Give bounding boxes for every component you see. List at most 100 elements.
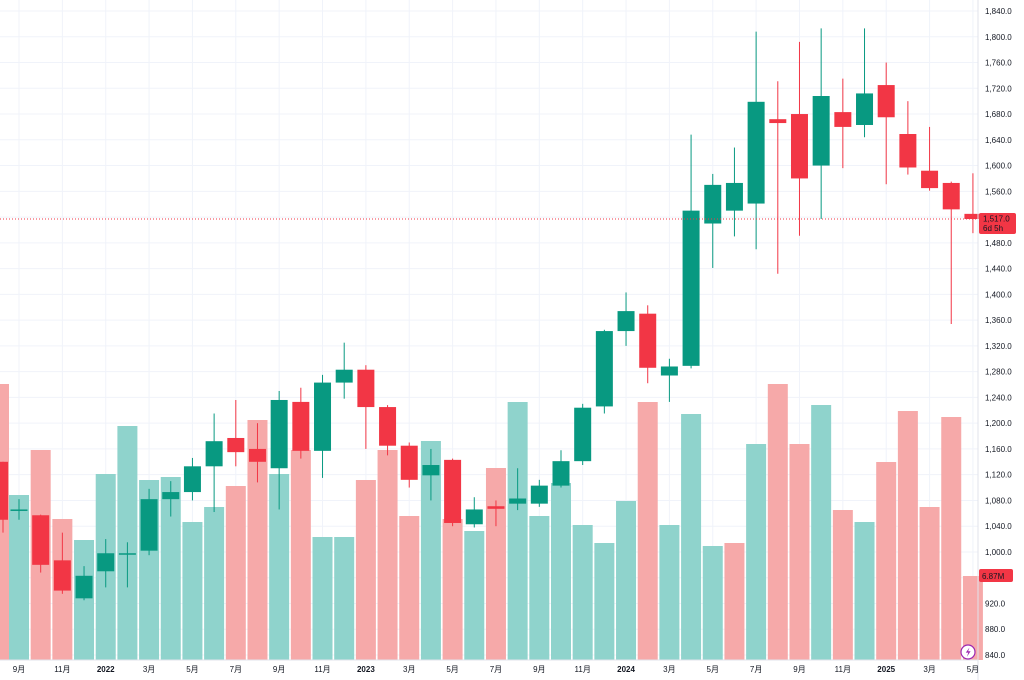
price-tick-label: 1,680.0 (985, 110, 1012, 119)
candle-body (834, 112, 852, 127)
candle-body (942, 182, 960, 210)
candle-body (769, 119, 787, 124)
candle-body (335, 369, 353, 383)
candle-body (0, 461, 8, 520)
volume-badge-value: 6.87M (982, 572, 1005, 581)
candle-body (639, 313, 657, 368)
price-tick-label: 1,400.0 (985, 290, 1012, 299)
candle-body (877, 85, 895, 118)
time-tick-label: 3月 (403, 665, 415, 674)
candle-body (314, 382, 332, 451)
volume-bar (702, 546, 723, 660)
candlesticks (0, 28, 982, 601)
volume-bar (897, 411, 918, 660)
price-tick-label: 1,760.0 (985, 59, 1012, 68)
volume-bar (464, 531, 485, 660)
volume-bar (377, 450, 398, 660)
volume-bar (767, 384, 788, 660)
volume-bar (919, 507, 940, 660)
volume-bar (616, 501, 637, 660)
candle-body (660, 366, 678, 376)
price-tick-label: 1,440.0 (985, 265, 1012, 274)
volume-bar (507, 402, 528, 660)
candle-body (725, 182, 743, 211)
time-tick-label: 9月 (13, 665, 25, 674)
volume-bar (681, 414, 702, 660)
volume-bar (312, 537, 333, 660)
volume-bar (225, 486, 246, 660)
price-tick-label: 920.0 (985, 599, 1006, 608)
price-tick-label: 1,840.0 (985, 7, 1012, 16)
price-tick-label: 1,120.0 (985, 471, 1012, 480)
volume-bar (485, 468, 506, 660)
volume-bar (0, 384, 9, 660)
lightning-icon[interactable] (960, 644, 976, 660)
price-tick-label: 1,000.0 (985, 548, 1012, 557)
time-tick-label: 11月 (835, 665, 851, 674)
candle-body (227, 437, 245, 453)
volume-bar (832, 510, 853, 660)
time-tick-label: 2024 (617, 665, 635, 674)
lightning-icon-glyph (965, 647, 971, 657)
candle-body (32, 515, 50, 565)
volume-bar (637, 402, 658, 660)
price-tick-label: 1,640.0 (985, 136, 1012, 145)
price-tick-label: 1,560.0 (985, 187, 1012, 196)
volume-badge: 6.87M (979, 569, 1013, 582)
time-tick-label: 11月 (314, 665, 330, 674)
time-tick-label: 2023 (357, 665, 375, 674)
time-tick-label: 3月 (143, 665, 155, 674)
time-tick-label: 5月 (967, 665, 979, 674)
volume-bar (442, 519, 463, 660)
volume-bar (269, 474, 290, 660)
volume-bar (247, 420, 268, 660)
candle-body (400, 445, 418, 480)
candle-body (487, 506, 505, 509)
candle-body (964, 213, 982, 220)
candle-body (183, 466, 201, 493)
candle-body (379, 407, 397, 446)
candle-body (118, 553, 136, 555)
volume-bar (876, 462, 897, 660)
time-axis[interactable]: 9月 11月 2022 3月 5月 7月 9月 11月 2023 3月 5月 7月 9月 11月 2024 3… (13, 665, 979, 674)
candle-body (812, 96, 830, 166)
time-tick-label: 7月 (750, 665, 762, 674)
volume-bar (724, 543, 745, 660)
time-tick-label: 2022 (97, 665, 115, 674)
candle-body (682, 210, 700, 366)
candle-body (444, 459, 462, 523)
price-tick-label: 1,040.0 (985, 522, 1012, 531)
volume-bar (399, 516, 420, 660)
candle-body (205, 441, 223, 467)
price-tick-label: 1,160.0 (985, 445, 1012, 454)
candle-body (53, 560, 71, 591)
last-price-badge-bg (979, 213, 1016, 235)
volume-bar (9, 495, 29, 660)
volume-bar (204, 507, 225, 660)
candle-body (75, 575, 93, 599)
candle-body (921, 170, 939, 189)
time-tick-label: 11月 (54, 665, 70, 674)
candle-body (248, 448, 266, 462)
candle-body (552, 461, 570, 486)
time-tick-label: 5月 (707, 665, 719, 674)
time-tick-label: 11月 (575, 665, 591, 674)
candle-body (162, 492, 180, 500)
last-price-value: 1,517.0 (983, 215, 1010, 224)
time-tick-label: 7月 (490, 665, 502, 674)
price-tick-label: 1,200.0 (985, 419, 1012, 428)
candle-body (617, 311, 635, 332)
candle-body (530, 485, 548, 504)
price-tick-label: 1,600.0 (985, 162, 1012, 171)
time-tick-label: 9月 (793, 665, 805, 674)
candle-body (856, 93, 874, 125)
price-tick-label: 1,080.0 (985, 496, 1012, 505)
candle-body (595, 331, 613, 407)
candle-body (747, 101, 765, 204)
volume-bar (334, 537, 355, 660)
volume-bar (160, 477, 181, 660)
bar-countdown: 6d 5h (983, 224, 1003, 233)
